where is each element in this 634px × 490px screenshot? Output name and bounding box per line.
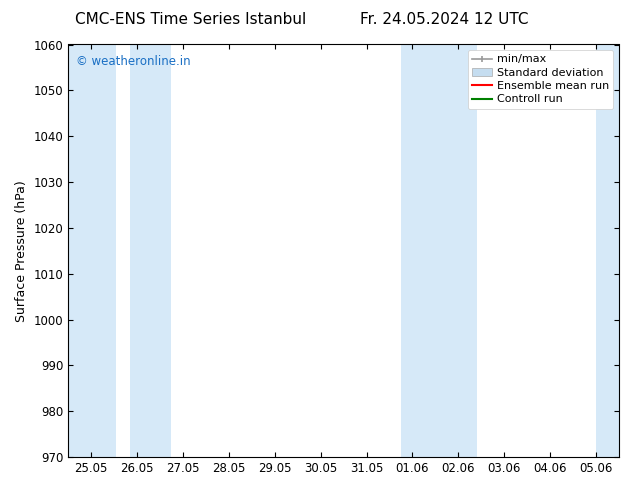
Text: © weatheronline.in: © weatheronline.in: [77, 55, 191, 68]
Bar: [68, 45, 117, 457]
Bar: [130, 45, 171, 457]
Text: CMC-ENS Time Series Istanbul: CMC-ENS Time Series Istanbul: [75, 12, 306, 27]
Legend: min/max, Standard deviation, Ensemble mean run, Controll run: min/max, Standard deviation, Ensemble me…: [468, 50, 614, 109]
Text: Fr. 24.05.2024 12 UTC: Fr. 24.05.2024 12 UTC: [359, 12, 528, 27]
Bar: [596, 45, 619, 457]
Y-axis label: Surface Pressure (hPa): Surface Pressure (hPa): [15, 180, 28, 322]
Bar: [401, 45, 477, 457]
